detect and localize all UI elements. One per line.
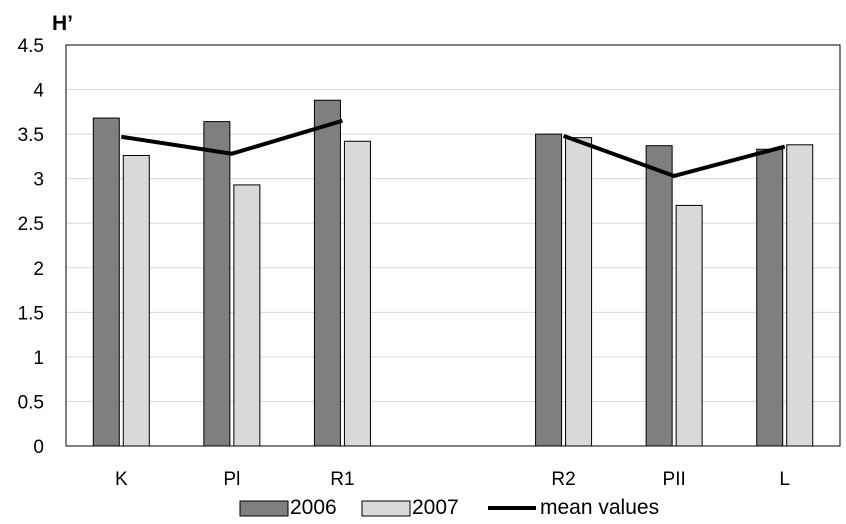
x-tick-label: Pl xyxy=(223,469,240,490)
y-tick-label: 0.5 xyxy=(18,392,44,413)
bar-2006-PII xyxy=(645,145,673,447)
mean-lines xyxy=(120,118,786,178)
legend-label: mean values xyxy=(540,496,659,519)
legend: 2006 2007 mean values xyxy=(239,496,659,519)
y-tick-label: 3 xyxy=(33,170,44,191)
legend-swatch-2007 xyxy=(361,500,411,517)
y-tick-label: 2.5 xyxy=(18,214,44,235)
x-tick-label: K xyxy=(115,469,128,490)
bars xyxy=(92,99,814,447)
y-tick-label: 0 xyxy=(33,437,44,458)
bar-2007-R1 xyxy=(343,140,371,447)
mean-values-line xyxy=(120,118,344,156)
mean-values-line xyxy=(562,134,786,178)
y-tick-label: 3.5 xyxy=(18,125,44,146)
bar-2007-PII xyxy=(675,204,703,447)
plot-frame xyxy=(65,44,841,447)
axes xyxy=(65,44,841,447)
legend-label: 2006 xyxy=(290,496,337,519)
x-tick-label: PII xyxy=(663,469,686,490)
bar-2006-Pl xyxy=(203,121,231,447)
bar-2006-R2 xyxy=(535,133,563,447)
legend-label: 2007 xyxy=(412,496,459,519)
x-tick-label: R1 xyxy=(330,469,354,490)
x-tick-label: L xyxy=(779,469,790,490)
y-tick-label: 1.5 xyxy=(18,303,44,324)
bar-2007-R2 xyxy=(565,137,593,447)
bar-2006-L xyxy=(756,148,784,447)
bar-2007-Pl xyxy=(233,184,261,447)
y-tick-label: 4 xyxy=(33,81,44,102)
bar-2006-R1 xyxy=(313,99,341,447)
x-tick-label: R2 xyxy=(551,469,575,490)
legend-swatch-2006 xyxy=(239,500,289,517)
y-tick-label: 1 xyxy=(33,348,44,369)
bar-2006-K xyxy=(92,117,120,447)
bar-2007-K xyxy=(122,154,150,447)
y-tick-label: 2 xyxy=(33,259,44,280)
y-tick-labels: 0 0.5 1 1.5 2 2.5 3 3.5 4 4.5 xyxy=(18,36,45,458)
y-axis-title: H’ xyxy=(52,12,73,35)
bar-2007-L xyxy=(786,144,814,447)
x-tick-labels: K Pl R1 R2 PII L xyxy=(115,469,790,490)
y-tick-label: 4.5 xyxy=(18,36,44,57)
gridlines xyxy=(66,44,840,447)
